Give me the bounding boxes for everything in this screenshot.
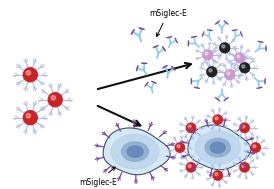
Circle shape	[240, 63, 250, 73]
Polygon shape	[127, 146, 143, 157]
Circle shape	[48, 93, 62, 107]
Circle shape	[235, 53, 245, 63]
Circle shape	[253, 145, 256, 148]
Polygon shape	[122, 142, 149, 161]
Circle shape	[242, 165, 245, 167]
Circle shape	[188, 125, 191, 128]
Circle shape	[205, 52, 208, 55]
Circle shape	[51, 95, 56, 100]
Polygon shape	[205, 138, 230, 157]
Polygon shape	[210, 142, 225, 153]
Circle shape	[177, 145, 180, 148]
Text: mSiglec-E: mSiglec-E	[79, 167, 117, 187]
Text: mSiglec-E: mSiglec-E	[149, 9, 187, 36]
Circle shape	[209, 69, 212, 72]
Circle shape	[237, 55, 240, 58]
Circle shape	[26, 113, 31, 118]
Circle shape	[23, 68, 37, 82]
Circle shape	[242, 125, 245, 128]
Circle shape	[225, 70, 235, 80]
Circle shape	[222, 45, 225, 48]
Circle shape	[213, 171, 222, 180]
Circle shape	[240, 163, 249, 172]
Circle shape	[227, 72, 230, 75]
Circle shape	[188, 165, 191, 167]
Circle shape	[203, 50, 213, 60]
Circle shape	[215, 173, 218, 176]
Polygon shape	[188, 125, 251, 170]
Circle shape	[213, 115, 222, 124]
Circle shape	[207, 67, 217, 77]
Circle shape	[26, 71, 31, 75]
Circle shape	[186, 163, 196, 172]
Circle shape	[215, 117, 218, 120]
Circle shape	[240, 123, 249, 132]
Circle shape	[242, 65, 245, 68]
Polygon shape	[111, 134, 159, 169]
Circle shape	[220, 43, 230, 53]
Circle shape	[251, 143, 260, 152]
Circle shape	[175, 143, 185, 152]
Polygon shape	[103, 128, 170, 175]
Circle shape	[186, 123, 196, 132]
Polygon shape	[195, 131, 240, 164]
Circle shape	[23, 111, 37, 125]
